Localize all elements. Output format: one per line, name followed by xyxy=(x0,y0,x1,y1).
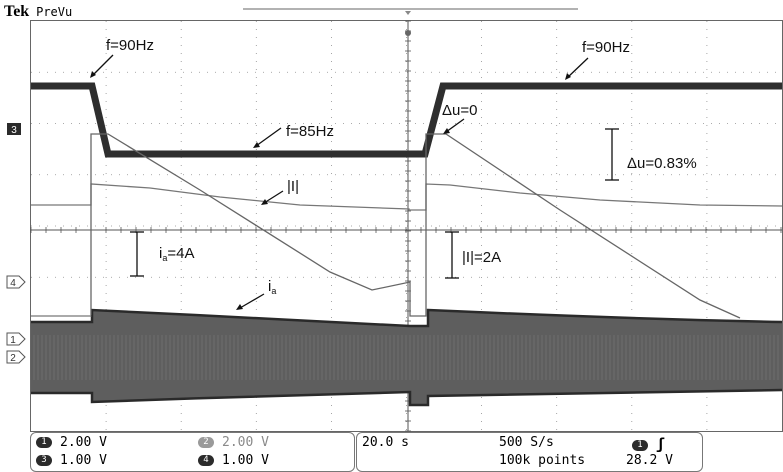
scope-brand: Tek PreVu xyxy=(4,2,72,21)
acquisition-mode: PreVu xyxy=(36,5,73,19)
annotation-delta-u-pct: Δu=0.83% xyxy=(627,155,697,172)
rising-edge-icon: ʃ xyxy=(656,435,666,453)
ia-envelope-trace xyxy=(90,133,741,319)
annotation-freq-end: f=90Hz xyxy=(582,39,630,56)
arrow-icon xyxy=(443,128,450,134)
waveform-display[interactable]: 3 4 1 2 f=90Hz f=90Hz f=85Hz Δu=0 Δu=0.8… xyxy=(0,0,783,432)
ch3-scale[interactable]: 3 1.00 V xyxy=(36,453,107,468)
channel-scale-panel[interactable] xyxy=(30,432,355,472)
ch2-badge: 2 xyxy=(198,437,214,448)
annotation-freq-mid: f=85Hz xyxy=(286,123,334,140)
trigger-level[interactable]: 28.2 V xyxy=(626,453,673,468)
ch4-marker[interactable]: 4 xyxy=(6,275,26,289)
ch1-marker[interactable]: 1 xyxy=(6,332,26,346)
annotation-delta-u-zero: Δu=0 xyxy=(442,102,477,119)
ch4-badge: 4 xyxy=(198,455,214,466)
ch2-scale[interactable]: 2 2.00 V xyxy=(198,435,269,450)
ch3-marker[interactable]: 3 xyxy=(7,123,21,136)
svg-text:4: 4 xyxy=(10,278,16,289)
trigger-position-icon xyxy=(405,11,411,15)
annotation-I-scale: |I|=2A xyxy=(462,249,501,266)
scope-status-bar: 1 2.00 V 2 2.00 V 3 1.00 V 4 1.00 V 20.0 s 5… xyxy=(30,432,783,472)
ch3-badge: 3 xyxy=(36,455,52,466)
arrow-icon xyxy=(236,304,243,310)
annotation-I-magnitude: |I| xyxy=(287,178,299,195)
sample-rate[interactable]: 500 S/s xyxy=(499,435,554,450)
annotation-ia-scale: ia=4A xyxy=(159,245,194,263)
svg-text:2: 2 xyxy=(10,353,16,364)
arrow-icon xyxy=(261,199,268,205)
ch4-scale[interactable]: 4 1.00 V xyxy=(198,453,269,468)
trigger-channel-badge: 1 xyxy=(632,440,648,451)
arrow-icon xyxy=(565,73,571,80)
time-per-div[interactable]: 20.0 s xyxy=(362,435,409,450)
annotation-freq-start: f=90Hz xyxy=(106,37,154,54)
arrow-icon xyxy=(90,71,96,78)
waveform-traces xyxy=(31,82,783,407)
current-magnitude-trace xyxy=(31,183,783,211)
svg-text:1: 1 xyxy=(10,335,16,346)
svg-text:3: 3 xyxy=(11,125,17,136)
ch1-badge: 1 xyxy=(36,437,52,448)
annotation-ia-trace: ia xyxy=(268,278,276,296)
frequency-trace xyxy=(31,82,782,158)
brand-logo: Tek xyxy=(4,3,30,20)
arrow-icon xyxy=(253,142,260,148)
ia-current-band xyxy=(31,310,782,405)
timebase-panel[interactable] xyxy=(356,432,703,472)
ch2-marker[interactable]: 2 xyxy=(6,350,26,364)
ch1-scale[interactable]: 1 2.00 V xyxy=(36,435,107,450)
record-length[interactable]: 100k points xyxy=(499,453,586,468)
